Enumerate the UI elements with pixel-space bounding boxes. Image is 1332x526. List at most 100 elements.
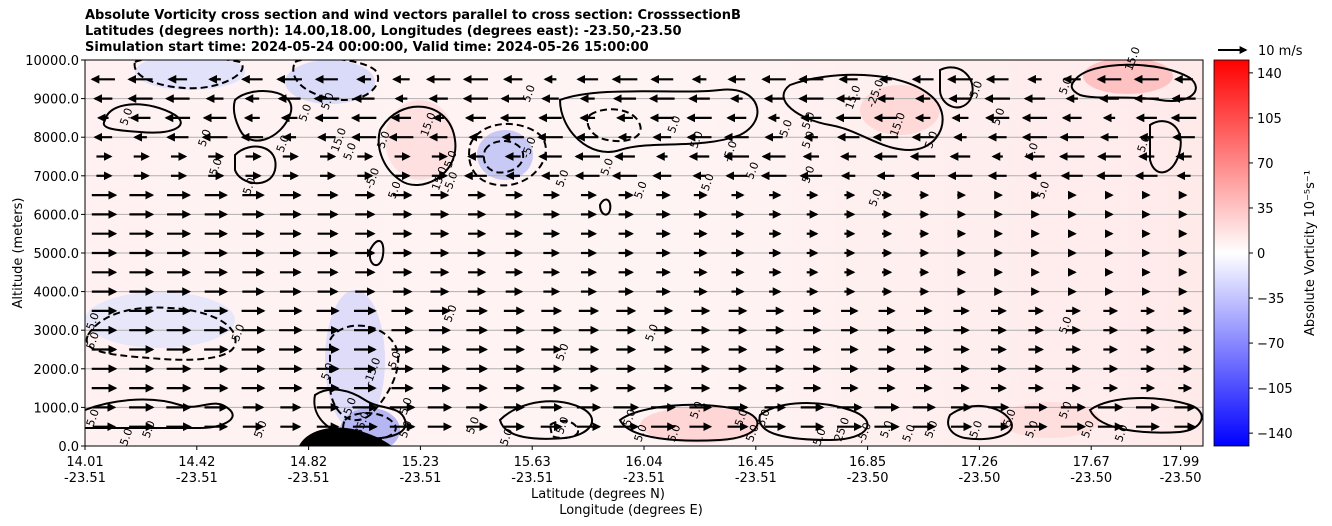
colorbar-tick-label: 105 bbox=[1257, 112, 1282, 127]
x-tick-label-lat: 16.85 bbox=[849, 455, 886, 470]
x-tick-label-lon: -23.51 bbox=[288, 471, 330, 486]
colorbar-tick-label: 70 bbox=[1257, 157, 1274, 172]
y-tick-label: 3000.0 bbox=[34, 324, 80, 339]
contour-line bbox=[377, 105, 457, 186]
contour-line bbox=[292, 60, 380, 102]
vorticity-patch bbox=[285, 60, 375, 104]
x-tick-label-lat: 15.63 bbox=[514, 455, 551, 470]
contour-label: 5.0 bbox=[632, 180, 650, 201]
contour-label: 5.0 bbox=[240, 176, 258, 197]
contour-label: 5.0 bbox=[341, 141, 359, 162]
x-tick-label-lon: -23.50 bbox=[958, 471, 1000, 486]
x-tick-label-lat: 15.23 bbox=[402, 455, 439, 470]
contour-label: 5.0 bbox=[319, 91, 337, 112]
contour-line bbox=[102, 103, 182, 134]
colorbar-tick-label: 0 bbox=[1257, 247, 1265, 262]
colorbar-label: Absolute Vorticity 10⁻⁵s⁻¹ bbox=[1303, 170, 1318, 336]
contour-label: 5.0 bbox=[743, 160, 761, 181]
x-tick-label-lat: 14.82 bbox=[290, 455, 327, 470]
contour-label: 5.0 bbox=[810, 427, 828, 448]
vorticity-contours bbox=[85, 63, 1203, 446]
contour-line bbox=[234, 145, 277, 185]
contour-line bbox=[342, 412, 397, 442]
contour-line bbox=[782, 73, 944, 152]
wind-vectors bbox=[90, 74, 1197, 432]
y-tick-label: 6000.0 bbox=[34, 208, 80, 223]
colorbar-tick-label: −35 bbox=[1257, 292, 1284, 307]
y-tick-label: 1000.0 bbox=[34, 401, 80, 416]
quiver-key-label: 10 m/s bbox=[1258, 44, 1303, 59]
contour-line bbox=[1070, 63, 1197, 102]
contour-line bbox=[598, 198, 612, 216]
contour-label: 5.0 bbox=[1056, 400, 1074, 421]
contour-label: 5.0 bbox=[229, 322, 247, 343]
contour-label: 5.0 bbox=[84, 407, 102, 428]
chart-title-line-2: Latitudes (degrees north): 14.00,18.00, … bbox=[85, 24, 682, 39]
colorbar-tick-label: −140 bbox=[1257, 427, 1293, 442]
x-tick-label-lat: 14.42 bbox=[178, 455, 215, 470]
y-tick-label: 5000.0 bbox=[34, 247, 80, 262]
chart-title-line-3: Simulation start time: 2024-05-24 00:00:… bbox=[85, 40, 649, 55]
contour-label: 5.0 bbox=[665, 114, 683, 135]
contour-label: 5.0 bbox=[341, 396, 359, 417]
contour-label: 5.0 bbox=[699, 172, 717, 193]
contour-line bbox=[298, 427, 392, 446]
vorticity-patch bbox=[325, 290, 385, 430]
y-tick-label: 0.0 bbox=[58, 440, 79, 455]
contour-label: 5.0 bbox=[643, 322, 661, 343]
vorticity-patch bbox=[85, 292, 235, 348]
contour-label: 5.0 bbox=[922, 129, 940, 150]
y-tick-label: 10000.0 bbox=[25, 54, 79, 69]
contour-line bbox=[548, 419, 580, 439]
y-tick-label: 4000.0 bbox=[34, 286, 80, 301]
y-axis-label: Altitude (meters) bbox=[11, 198, 26, 309]
contour-line bbox=[85, 306, 237, 361]
contour-label: 5.0 bbox=[755, 407, 773, 428]
contour-label: 5.0 bbox=[989, 106, 1007, 127]
y-axis: 0.0 1000.0 2000.0 3000.0 4000.0 5000.0 6000.0 7… bbox=[25, 54, 85, 455]
x-axis-label-longitude: Longitude (degrees E) bbox=[559, 503, 703, 518]
colorbar-tick-label: 140 bbox=[1257, 67, 1282, 82]
x-tick-label-lat: 16.04 bbox=[625, 455, 662, 470]
vorticity-patch bbox=[1000, 402, 1100, 438]
x-tick-label-lat: 17.26 bbox=[961, 455, 998, 470]
contour-label: 5.0 bbox=[1023, 419, 1041, 440]
x-tick-label-lon: -23.50 bbox=[1070, 471, 1112, 486]
colorbar: 140 105 70 35 0 −35 −70 −105 −140 bbox=[1213, 59, 1293, 447]
negative-vorticity-contours bbox=[85, 60, 642, 442]
x-tick-label-lon: -23.51 bbox=[399, 471, 441, 486]
contour-label: 5.0 bbox=[117, 427, 135, 448]
contour-label: 5.0 bbox=[386, 349, 404, 370]
x-tick-label-lon: -23.50 bbox=[847, 471, 889, 486]
contour-line bbox=[369, 240, 385, 267]
contour-label: 5.0 bbox=[84, 311, 102, 332]
contour-line bbox=[329, 324, 400, 422]
contour-label: 5.0 bbox=[777, 118, 795, 139]
contour-line bbox=[468, 122, 547, 187]
contour-label: 5.0 bbox=[900, 423, 918, 444]
y-tick-label: 9000.0 bbox=[34, 93, 80, 108]
x-tick-label-lat: 16.45 bbox=[737, 455, 774, 470]
plot-area: 5.05.05.05.05.05.05.05.05.015.05.05.0-5.… bbox=[84, 45, 1204, 448]
colorbar-tick-label: −70 bbox=[1257, 337, 1284, 352]
x-tick-label-lon: -23.51 bbox=[64, 471, 106, 486]
x-axis-label-latitude: Latitude (degrees N) bbox=[531, 487, 665, 502]
contour-label: 5.0 bbox=[866, 187, 884, 208]
contour-label: 5.0 bbox=[296, 102, 314, 123]
colorbar-tick-label: 35 bbox=[1257, 202, 1274, 217]
vorticity-patch bbox=[135, 60, 245, 90]
x-tick-label-lon: -23.50 bbox=[1160, 471, 1202, 486]
contour-line bbox=[947, 404, 1013, 441]
contour-label: 5.0 bbox=[464, 415, 482, 436]
contour-line bbox=[232, 90, 293, 142]
contour-label: 5.0 bbox=[967, 79, 985, 100]
quiver-key: 10 m/s bbox=[1218, 44, 1303, 59]
x-tick-label-lon: -23.51 bbox=[176, 471, 218, 486]
y-tick-label: 8000.0 bbox=[34, 131, 80, 146]
contour-label: 5.0 bbox=[688, 400, 706, 421]
contour-label: 5.0 bbox=[497, 427, 515, 448]
contour-line bbox=[1149, 120, 1182, 174]
vorticity-patch bbox=[1083, 60, 1173, 94]
vorticity-patch bbox=[640, 407, 760, 443]
